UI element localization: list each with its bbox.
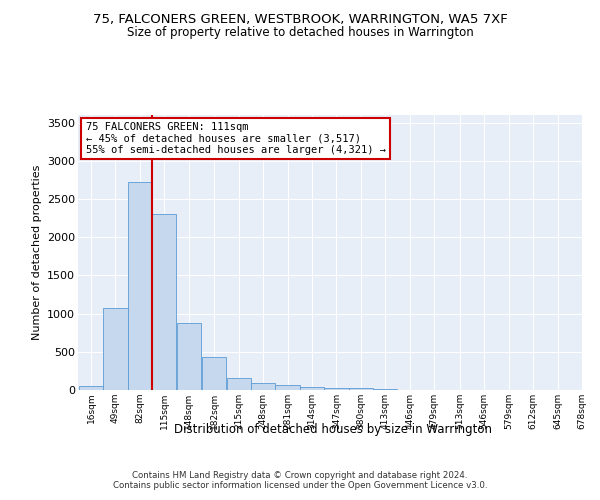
Bar: [202, 357, 226, 390]
Text: Size of property relative to detached houses in Warrington: Size of property relative to detached ho…: [127, 26, 473, 39]
Bar: [79, 386, 103, 390]
Bar: [373, 389, 397, 390]
Bar: [128, 182, 152, 390]
Bar: [251, 383, 275, 390]
Bar: [325, 388, 349, 390]
Bar: [349, 388, 373, 390]
Bar: [300, 386, 324, 390]
Bar: [103, 308, 128, 390]
Bar: [177, 323, 201, 390]
Bar: [227, 378, 251, 390]
Y-axis label: Number of detached properties: Number of detached properties: [32, 165, 41, 340]
Bar: [152, 214, 176, 390]
Bar: [275, 386, 299, 390]
Text: Contains HM Land Registry data © Crown copyright and database right 2024.
Contai: Contains HM Land Registry data © Crown c…: [113, 470, 487, 490]
Text: 75 FALCONERS GREEN: 111sqm
← 45% of detached houses are smaller (3,517)
55% of s: 75 FALCONERS GREEN: 111sqm ← 45% of deta…: [86, 122, 386, 155]
Text: Distribution of detached houses by size in Warrington: Distribution of detached houses by size …: [174, 422, 492, 436]
Text: 75, FALCONERS GREEN, WESTBROOK, WARRINGTON, WA5 7XF: 75, FALCONERS GREEN, WESTBROOK, WARRINGT…: [92, 12, 508, 26]
